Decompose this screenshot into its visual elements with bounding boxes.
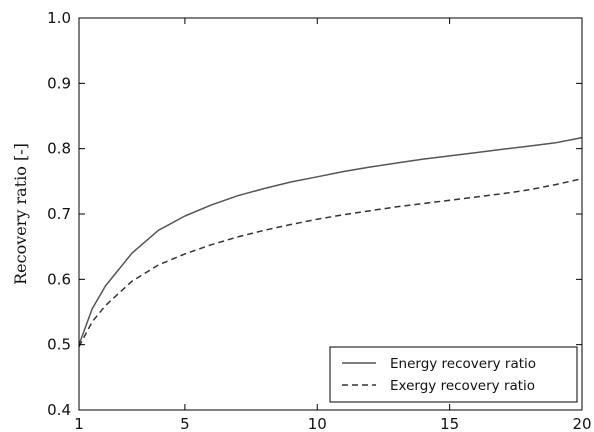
y-tick-label: 0.4 <box>47 401 71 419</box>
legend: Energy recovery ratio Exergy recovery rat… <box>329 346 578 403</box>
legend-box <box>329 346 578 403</box>
y-tick-label: 1.0 <box>47 9 71 27</box>
x-tick-label: 10 <box>308 415 327 432</box>
y-tick-label: 0.8 <box>47 140 71 158</box>
x-tick-label: 5 <box>180 415 190 432</box>
legend-label-1: Energy recovery ratio <box>390 356 536 372</box>
plot-area <box>78 136 583 347</box>
y-tick-label: 0.6 <box>47 270 71 288</box>
series-line-2 <box>78 177 583 347</box>
x-tick-label: 1 <box>74 415 84 432</box>
x-tick-label: 15 <box>440 415 459 432</box>
y-tick-label: 0.9 <box>47 74 71 92</box>
y-axis-title: Recovery ratio [-] <box>11 143 30 285</box>
series-line-1 <box>78 136 583 345</box>
y-tick-label: 0.5 <box>47 336 71 354</box>
legend-label-2: Exergy recovery ratio <box>390 378 535 394</box>
x-tick-label: 20 <box>572 415 591 432</box>
y-tick-label: 0.7 <box>47 205 71 223</box>
